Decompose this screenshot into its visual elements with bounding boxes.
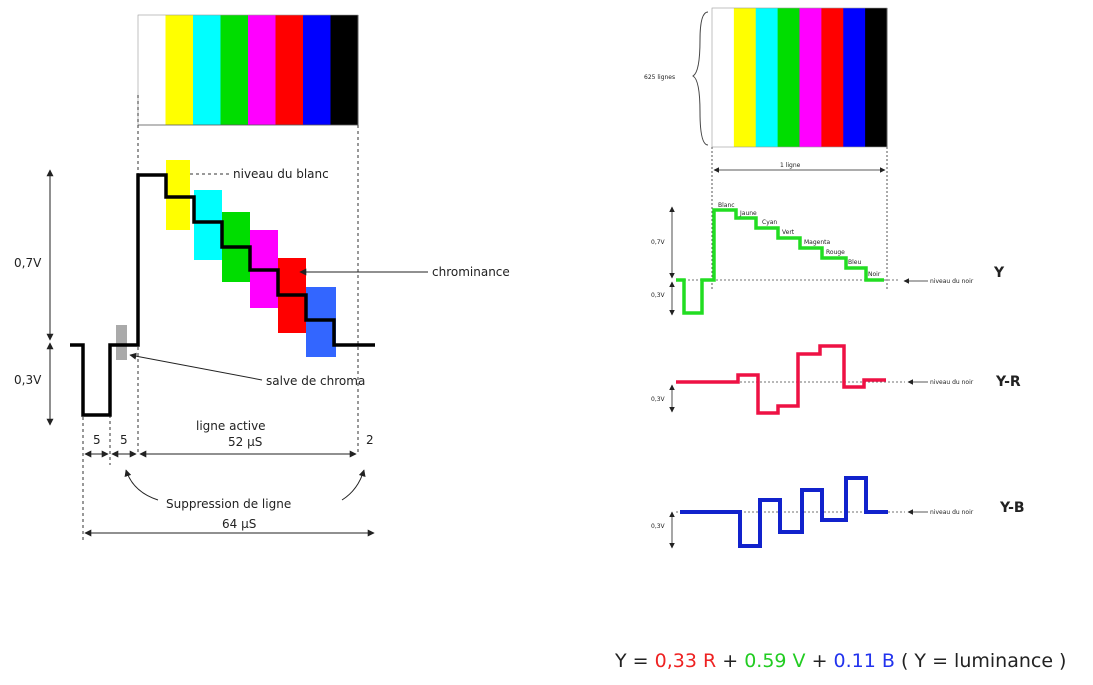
chroma-blue	[306, 287, 336, 357]
label-niveau-noir-2: niveau du noir	[930, 379, 974, 386]
label-ry: Y-R	[995, 374, 1021, 390]
label-niveau-blanc: niveau du blanc	[233, 167, 329, 181]
bar-name-green: Vert	[782, 229, 795, 236]
label-ligne-active: ligne active	[196, 419, 266, 433]
luminance-formula: Y = 0,33 R + 0.59 V + 0.11 B ( Y = lumin…	[615, 650, 1085, 672]
label-by-03: 0,3V	[651, 523, 666, 530]
label-5a: 5	[93, 433, 101, 447]
label-5b: 5	[120, 433, 128, 447]
label-07v: 0,7V	[14, 256, 42, 270]
left-bar-cyan	[193, 15, 221, 125]
label-niveau-noir-3: niveau du noir	[930, 509, 974, 516]
right-bar-black	[865, 8, 888, 147]
left-bar-magenta	[248, 15, 276, 125]
label-salve: salve de chroma	[266, 374, 365, 388]
left-bar-green	[220, 15, 249, 125]
label-suppression: Suppression de ligne	[166, 497, 291, 511]
label-1-ligne: 1 ligne	[780, 162, 801, 169]
right-bar-yellow	[733, 8, 757, 147]
right-colorbar	[712, 8, 888, 147]
left-bar-black	[330, 15, 359, 125]
ry-waveform	[676, 344, 886, 415]
right-bar-magenta	[799, 8, 822, 147]
right-bar-blue	[843, 8, 866, 147]
formula-b-coef: 0.11 B	[833, 650, 895, 672]
formula-v-coef: 0.59 V	[744, 650, 806, 672]
right-bar-red	[821, 8, 844, 147]
bar-name-cyan: Cyan	[762, 219, 777, 226]
label-64us: 64 µS	[222, 517, 256, 531]
label-y-03: 0,3V	[651, 292, 666, 299]
left-bar-red	[275, 15, 304, 125]
label-03v: 0,3V	[14, 373, 42, 387]
y-waveform	[676, 208, 884, 315]
bar-name-red: Rouge	[826, 249, 845, 256]
bar-name-white: Blanc	[718, 202, 735, 209]
bar-name-black: Noir	[868, 271, 881, 278]
left-bar-white	[138, 15, 166, 125]
left-bar-blue	[303, 15, 331, 125]
right-bar-white	[712, 8, 735, 147]
bar-name-yellow: Jaune	[739, 210, 757, 217]
formula-plus2: +	[811, 650, 828, 672]
luminance-waveform	[70, 173, 375, 417]
label-2: 2	[366, 433, 374, 447]
label-y-07: 0,7V	[651, 239, 666, 246]
formula-y: Y	[615, 650, 627, 672]
formula-plus1: +	[722, 650, 739, 672]
chroma-yellow	[166, 160, 190, 230]
left-bar-yellow	[165, 15, 194, 125]
right-colorbar-frame	[711, 7, 888, 148]
label-625-lignes: 625 lignes	[644, 74, 675, 81]
label-niveau-noir-1: niveau du noir	[930, 278, 974, 285]
left-colorbar	[138, 15, 359, 125]
label-chrominance: chrominance	[432, 265, 510, 279]
chrominance-squares	[116, 160, 336, 360]
label-by: Y-B	[999, 500, 1025, 516]
label-52us: 52 µS	[228, 435, 262, 449]
chroma-cyan	[194, 190, 222, 260]
salve-pointer	[129, 352, 263, 381]
bar-name-blue: Bleu	[848, 259, 861, 266]
label-ry-03: 0,3V	[651, 396, 666, 403]
suppression-arrow-left	[124, 469, 159, 501]
formula-eq: =	[632, 650, 649, 672]
by-waveform	[680, 476, 888, 548]
bar-name-magenta: Magenta	[804, 239, 831, 246]
right-bar-green	[777, 8, 800, 147]
right-bar-cyan	[755, 8, 779, 147]
chroma-burst	[116, 325, 127, 360]
brace-625	[691, 11, 709, 146]
label-y: Y	[993, 265, 1005, 281]
formula-paren: ( Y = luminance )	[900, 650, 1067, 672]
suppression-arrow-right	[341, 469, 366, 501]
formula-r-coef: 0,33 R	[654, 650, 717, 672]
